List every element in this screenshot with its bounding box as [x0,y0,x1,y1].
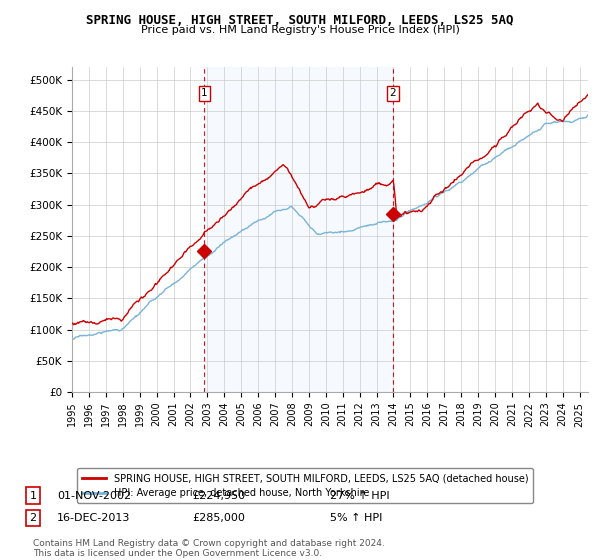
Text: Price paid vs. HM Land Registry's House Price Index (HPI): Price paid vs. HM Land Registry's House … [140,25,460,35]
Text: 2: 2 [29,513,37,523]
Legend: SPRING HOUSE, HIGH STREET, SOUTH MILFORD, LEEDS, LS25 5AQ (detached house), HPI:: SPRING HOUSE, HIGH STREET, SOUTH MILFORD… [77,468,533,503]
Text: £285,000: £285,000 [192,513,245,523]
Text: 16-DEC-2013: 16-DEC-2013 [57,513,130,523]
Text: 1: 1 [201,88,208,98]
Text: Contains HM Land Registry data © Crown copyright and database right 2024.: Contains HM Land Registry data © Crown c… [33,539,385,548]
Text: 5% ↑ HPI: 5% ↑ HPI [330,513,382,523]
Text: This data is licensed under the Open Government Licence v3.0.: This data is licensed under the Open Gov… [33,549,322,558]
Text: 27% ↑ HPI: 27% ↑ HPI [330,491,389,501]
Text: 1: 1 [29,491,37,501]
Bar [205,67,393,392]
Text: SPRING HOUSE, HIGH STREET, SOUTH MILFORD, LEEDS, LS25 5AQ: SPRING HOUSE, HIGH STREET, SOUTH MILFORD… [86,14,514,27]
Text: £224,950: £224,950 [192,491,245,501]
Text: 2: 2 [389,88,396,98]
Text: 01-NOV-2002: 01-NOV-2002 [57,491,131,501]
